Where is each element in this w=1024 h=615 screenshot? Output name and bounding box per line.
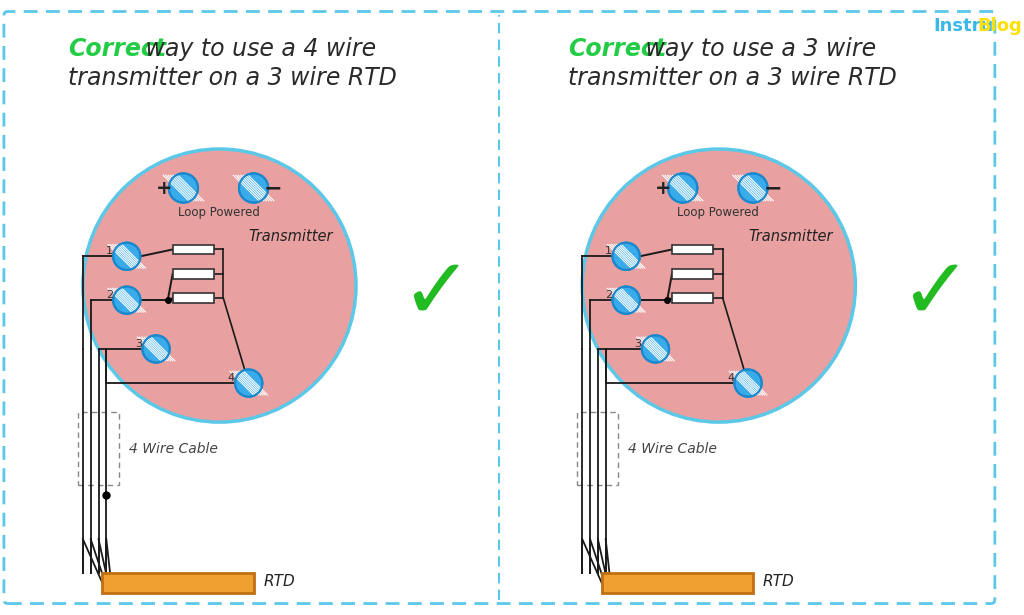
Bar (173, 293, 214, 303)
Circle shape (169, 173, 198, 203)
Text: 3: 3 (635, 339, 641, 349)
Text: ✓: ✓ (899, 254, 972, 337)
Bar (173, 245, 214, 255)
Bar (602, 573, 753, 593)
Text: Transmitter: Transmitter (249, 229, 333, 244)
Circle shape (113, 287, 140, 314)
Text: 2: 2 (605, 290, 612, 300)
Circle shape (612, 287, 640, 314)
Circle shape (738, 173, 768, 203)
Circle shape (83, 149, 356, 422)
Text: −: − (264, 178, 283, 198)
Text: Correct: Correct (69, 37, 166, 61)
Bar (78, 412, 119, 485)
Circle shape (668, 173, 697, 203)
Text: 1: 1 (105, 247, 113, 256)
Bar (173, 269, 214, 279)
Text: 4 Wire Cable: 4 Wire Cable (628, 442, 717, 456)
Text: RTD: RTD (263, 574, 295, 589)
Circle shape (583, 149, 855, 422)
Bar (672, 269, 713, 279)
Text: −: − (763, 178, 781, 198)
Circle shape (236, 370, 262, 397)
Text: Instru: Instru (934, 17, 993, 35)
Text: transmitter on a 3 wire RTD: transmitter on a 3 wire RTD (567, 66, 897, 90)
Bar (672, 245, 713, 255)
Text: 4 Wire Cable: 4 Wire Cable (129, 442, 218, 456)
Text: transmitter on a 3 wire RTD: transmitter on a 3 wire RTD (69, 66, 397, 90)
Text: 3: 3 (135, 339, 142, 349)
Text: ✓: ✓ (400, 254, 472, 337)
Text: Transmitter: Transmitter (749, 229, 833, 244)
Text: Blog: Blog (977, 17, 1022, 35)
Text: RTD: RTD (763, 574, 795, 589)
Text: 1: 1 (605, 247, 612, 256)
Bar (672, 293, 713, 303)
Text: 2: 2 (105, 290, 113, 300)
Text: +: + (655, 178, 672, 197)
Text: Loop Powered: Loop Powered (177, 205, 259, 218)
Circle shape (239, 173, 268, 203)
Bar (578, 412, 618, 485)
Text: 4: 4 (227, 373, 234, 383)
Circle shape (142, 335, 170, 363)
Bar (102, 573, 254, 593)
Circle shape (642, 335, 669, 363)
FancyBboxPatch shape (4, 12, 995, 603)
Circle shape (612, 243, 640, 270)
Circle shape (734, 370, 762, 397)
Text: way to use a 3 wire: way to use a 3 wire (638, 37, 876, 61)
Text: 4: 4 (727, 373, 734, 383)
Text: +: + (156, 178, 172, 197)
Text: way to use a 4 wire: way to use a 4 wire (138, 37, 377, 61)
Text: Correct: Correct (567, 37, 666, 61)
Text: Loop Powered: Loop Powered (677, 205, 759, 218)
Circle shape (113, 243, 140, 270)
